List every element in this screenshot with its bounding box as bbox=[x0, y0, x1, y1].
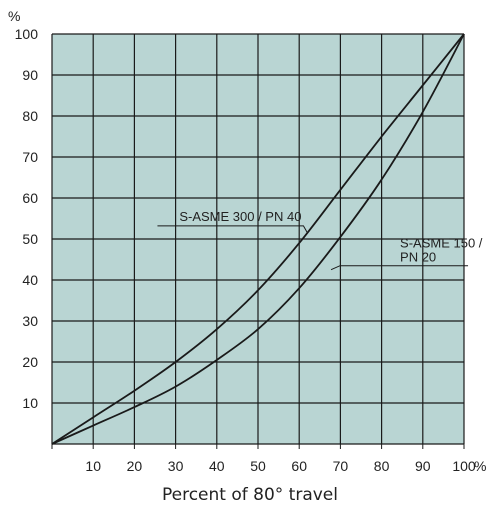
y-tick-label: 30 bbox=[22, 313, 38, 329]
x-tick-label: 20 bbox=[127, 458, 143, 474]
series-1-leader bbox=[157, 225, 308, 234]
y-tick-label: 10 bbox=[22, 395, 38, 411]
y-tick-label: 20 bbox=[22, 354, 38, 370]
x-tick-label: 30 bbox=[168, 458, 184, 474]
series-line-2 bbox=[51, 33, 465, 445]
axis-ticks: 10 20 30 40 50 60 70 80 90 100 10 20 30 40 50 60 70 80 90 1… bbox=[15, 26, 476, 474]
x-tick-label: 100 bbox=[452, 458, 476, 474]
x-tick-label: 50 bbox=[250, 458, 266, 474]
series-lines bbox=[51, 33, 465, 445]
y-tick-label: 50 bbox=[22, 231, 38, 247]
x-unit-label: % bbox=[474, 458, 486, 474]
x-tick-label: 70 bbox=[333, 458, 349, 474]
x-tick-label: 80 bbox=[374, 458, 390, 474]
y-tick-label: 100 bbox=[15, 26, 39, 42]
y-tick-label: 40 bbox=[22, 272, 38, 288]
series-line-1 bbox=[51, 33, 465, 445]
y-tick-label: 60 bbox=[22, 190, 38, 206]
x-axis-label: Percent of 80° travel bbox=[162, 485, 338, 505]
series-2-leader bbox=[330, 265, 469, 271]
series-2-annotation: S-ASME 150 /PN 20 bbox=[400, 236, 483, 265]
y-unit-label: % bbox=[8, 8, 20, 24]
x-tick-label: 60 bbox=[291, 458, 307, 474]
series-1-annotation: S-ASME 300 / PN 40 bbox=[179, 209, 301, 224]
y-tick-label: 80 bbox=[22, 108, 38, 124]
y-tick-label: 70 bbox=[22, 149, 38, 165]
x-tick-label: 40 bbox=[209, 458, 225, 474]
x-tick-label: 90 bbox=[415, 458, 431, 474]
annotations: S-ASME 300 / PN 40 S-ASME 150 /PN 20 bbox=[157, 209, 483, 271]
x-tick-label: 10 bbox=[85, 458, 101, 474]
y-tick-label: 90 bbox=[22, 67, 38, 83]
